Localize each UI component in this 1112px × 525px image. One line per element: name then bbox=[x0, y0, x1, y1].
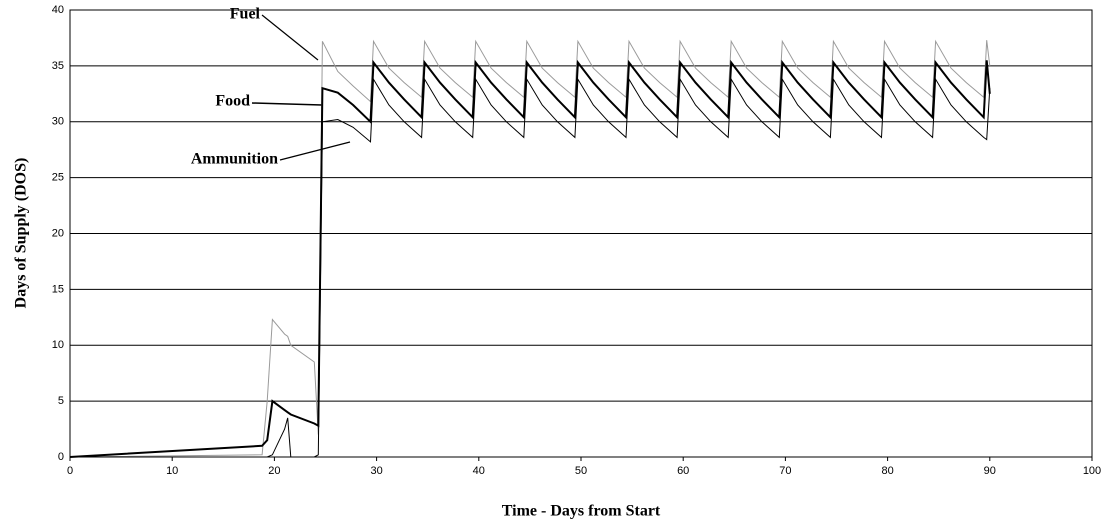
x-tick-label: 10 bbox=[166, 465, 178, 477]
y-tick-label: 25 bbox=[52, 172, 64, 184]
y-tick-label: 15 bbox=[52, 283, 64, 295]
series-line bbox=[70, 77, 991, 458]
y-tick-label: 30 bbox=[52, 116, 64, 128]
x-tick-label: 0 bbox=[67, 465, 73, 477]
series-label: Ammunition bbox=[191, 151, 278, 168]
y-tick-label: 10 bbox=[52, 339, 64, 351]
x-axis-title: Time - Days from Start bbox=[502, 503, 661, 520]
x-tick-label: 60 bbox=[677, 465, 689, 477]
x-tick-label: 40 bbox=[473, 465, 485, 477]
series-label: Food bbox=[215, 93, 250, 110]
y-axis-title: Days of Supply (DOS) bbox=[13, 158, 30, 309]
y-tick-label: 0 bbox=[58, 451, 64, 463]
leader-line bbox=[261, 14, 319, 61]
x-tick-label: 30 bbox=[370, 465, 382, 477]
x-tick-label: 90 bbox=[984, 465, 996, 477]
series-label: Fuel bbox=[230, 6, 261, 23]
y-tick-label: 5 bbox=[58, 395, 64, 407]
series-line bbox=[69, 59, 991, 458]
x-tick-label: 80 bbox=[881, 465, 893, 477]
y-tick-label: 40 bbox=[52, 4, 64, 16]
x-tick-label: 20 bbox=[268, 465, 280, 477]
x-tick-label: 50 bbox=[575, 465, 587, 477]
leader-line bbox=[251, 102, 323, 106]
y-tick-label: 35 bbox=[52, 60, 64, 72]
x-tick-label: 100 bbox=[1083, 465, 1101, 477]
series-line bbox=[69, 39, 991, 458]
leader-line bbox=[279, 141, 351, 161]
y-tick-label: 20 bbox=[52, 227, 64, 239]
x-tick-label: 70 bbox=[779, 465, 791, 477]
